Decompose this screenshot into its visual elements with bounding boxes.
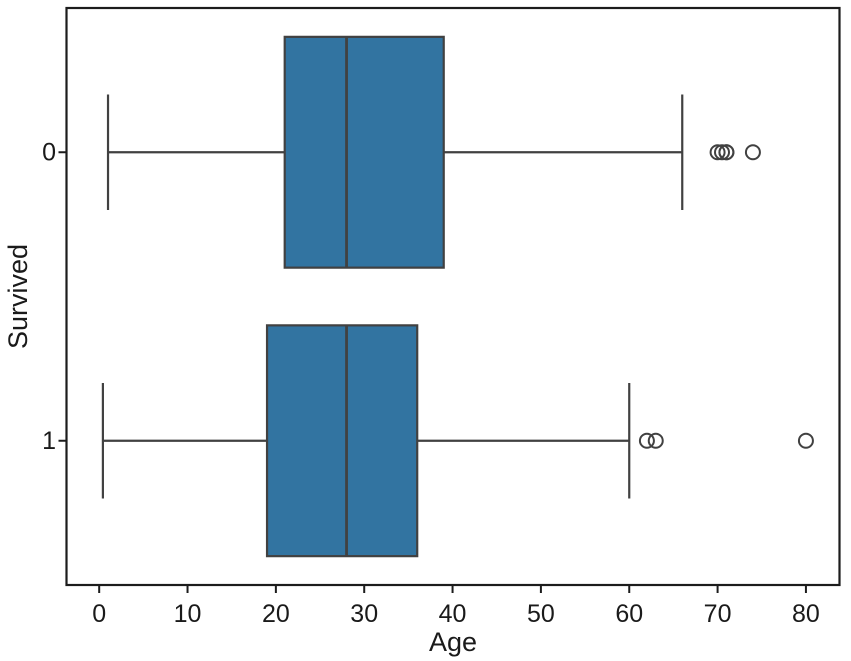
x-tick-label: 30 — [350, 600, 378, 628]
x-tick-label: 40 — [439, 600, 467, 628]
outlier-point — [709, 144, 726, 161]
outlier-point — [718, 144, 735, 161]
outlier-point — [797, 432, 814, 449]
plot-border — [65, 6, 841, 587]
outlier-point — [714, 144, 731, 161]
x-axis-label: Age — [429, 627, 477, 657]
x-tick-label: 50 — [527, 600, 555, 628]
y-tick-label: 0 — [42, 138, 56, 166]
outlier-point — [638, 432, 655, 449]
x-tick-label: 20 — [262, 600, 290, 628]
x-tick-label: 0 — [92, 600, 106, 628]
plot-background — [66, 8, 840, 585]
x-tick-label: 60 — [615, 600, 643, 628]
outlier-point — [647, 432, 664, 449]
x-tick-label: 10 — [174, 600, 202, 628]
x-tick-label: 70 — [704, 600, 732, 628]
box-survived-0 — [283, 35, 445, 269]
y-tick-label: 1 — [42, 427, 56, 455]
x-tick-label: 80 — [792, 600, 820, 628]
y-axis-label: Survived — [3, 244, 33, 349]
outlier-point — [744, 144, 761, 161]
box-survived-1 — [265, 324, 419, 558]
